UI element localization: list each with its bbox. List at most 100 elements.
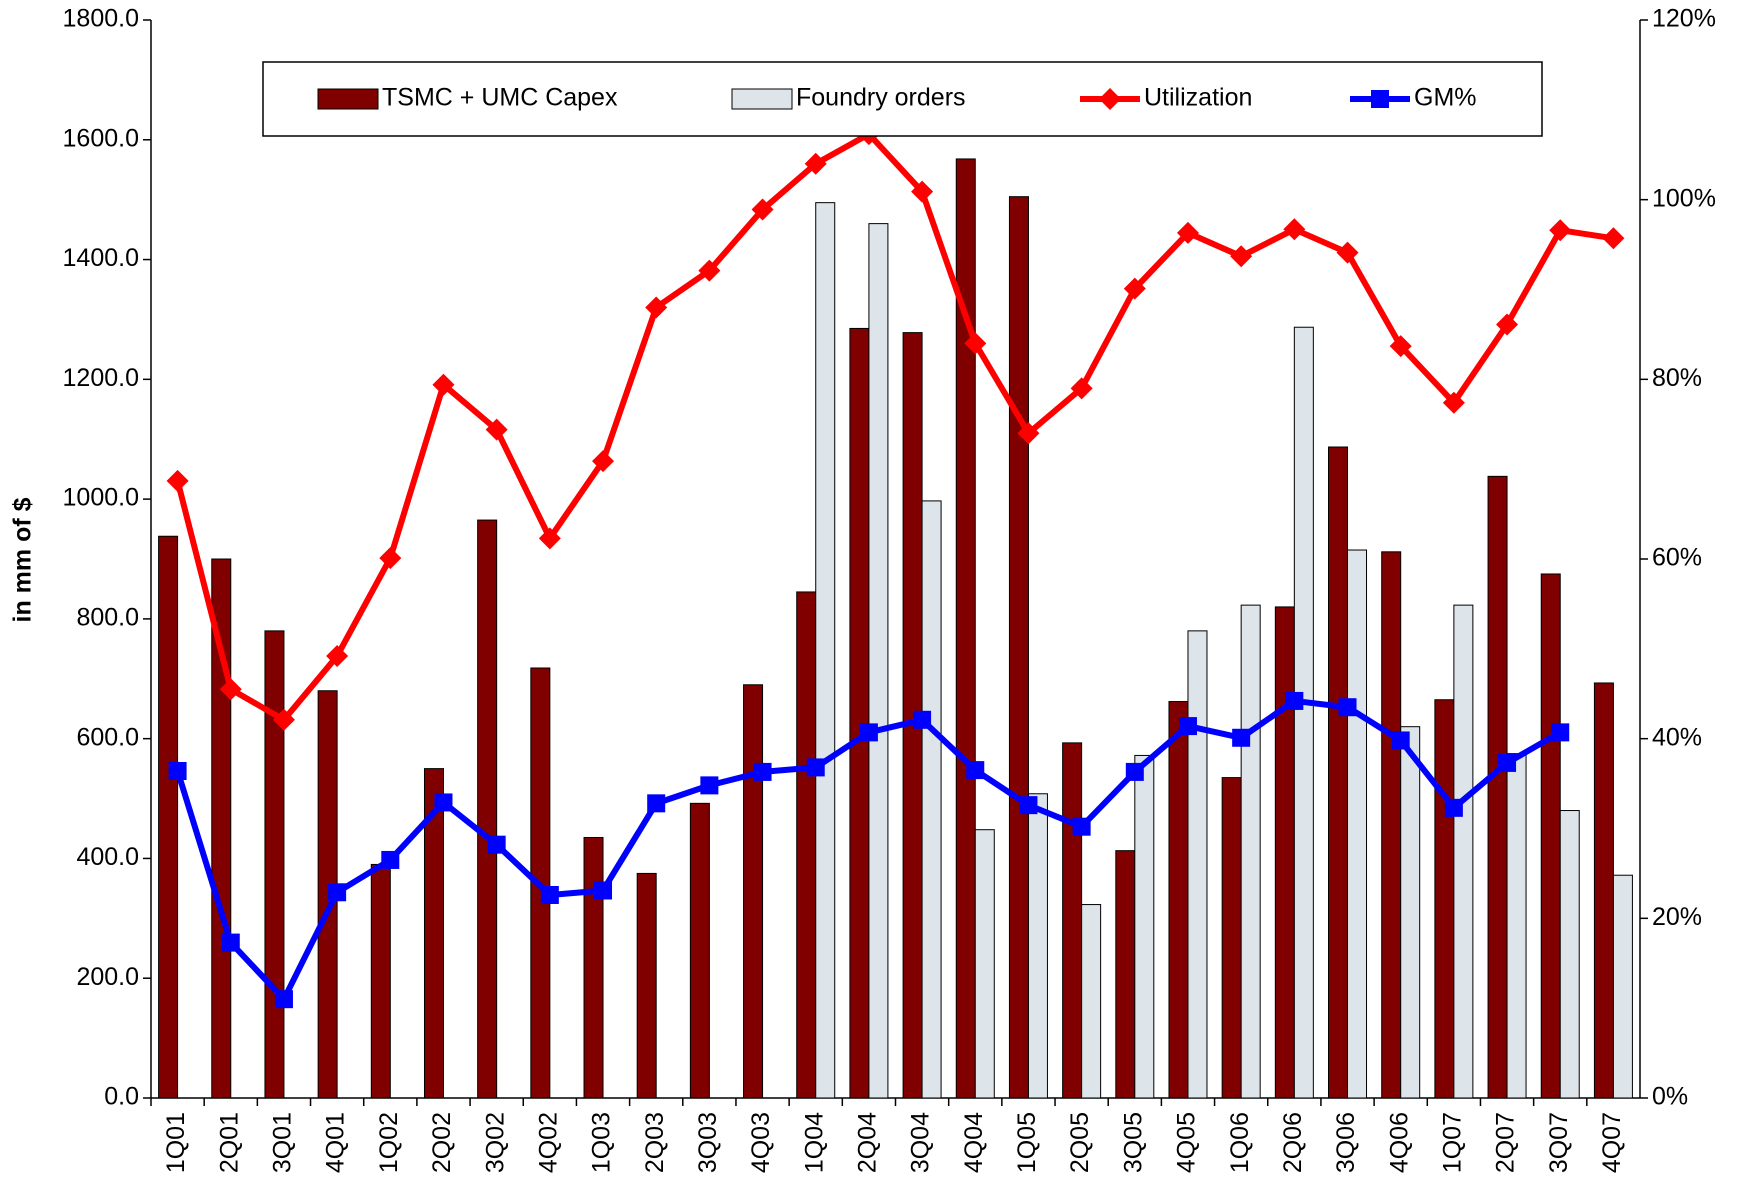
marker [913, 710, 932, 729]
marker [1176, 221, 1199, 244]
marker [1072, 817, 1091, 836]
marker [1549, 219, 1572, 242]
y2-tick-label: 0% [1652, 1083, 1688, 1111]
bar [1381, 551, 1402, 1099]
marker [806, 758, 825, 777]
x-tick-label: 1Q07 [1438, 1112, 1466, 1173]
bar [1187, 630, 1208, 1099]
marker [1019, 796, 1038, 815]
x-tick-label: 3Q03 [694, 1112, 722, 1173]
bar [1400, 726, 1421, 1099]
marker [538, 527, 561, 550]
bar [1027, 793, 1048, 1099]
marker [221, 933, 240, 952]
marker [540, 885, 559, 904]
x-tick-label: 3Q07 [1545, 1112, 1573, 1173]
bar [1434, 699, 1455, 1099]
marker [700, 776, 719, 795]
marker [328, 883, 347, 902]
x-tick-label: 1Q06 [1226, 1112, 1254, 1173]
marker [1099, 88, 1121, 110]
bar [1347, 549, 1368, 1099]
marker [1371, 90, 1389, 108]
legend-label: TSMC + UMC Capex [382, 84, 618, 112]
x-tick-label: 1Q05 [1013, 1112, 1041, 1173]
marker [751, 198, 774, 221]
bar [1221, 777, 1242, 1099]
bar [477, 519, 498, 1099]
bar [1559, 810, 1580, 1099]
marker [1232, 728, 1251, 747]
marker [1017, 422, 1040, 445]
marker [1338, 698, 1357, 717]
marker [1391, 731, 1410, 750]
marker [274, 990, 293, 1009]
marker [964, 332, 987, 355]
marker [432, 373, 455, 396]
bar [1612, 874, 1633, 1099]
y-tick-label: 1400.0 [63, 244, 139, 272]
marker [219, 678, 242, 701]
x-tick-label: 1Q02 [375, 1112, 403, 1173]
bar [743, 684, 764, 1099]
marker [1283, 218, 1306, 241]
bar [370, 863, 391, 1099]
x-tick-label: 4Q06 [1385, 1112, 1413, 1173]
marker [272, 708, 295, 731]
marker [1498, 753, 1517, 772]
x-tick-label: 2Q02 [428, 1112, 456, 1173]
marker [1442, 391, 1465, 414]
y2-tick-label: 120% [1652, 5, 1716, 33]
marker [1123, 277, 1146, 300]
marker [1602, 227, 1625, 250]
bar [1240, 604, 1261, 1099]
marker [1551, 723, 1570, 742]
bar [1487, 475, 1508, 1099]
marker [326, 645, 349, 668]
bar [264, 630, 285, 1099]
y-tick-label: 1200.0 [63, 364, 139, 392]
bar [1062, 742, 1083, 1099]
legend-box [262, 61, 1543, 137]
bar [921, 500, 942, 1099]
marker [859, 723, 878, 742]
marker [1070, 377, 1093, 400]
legend-label: GM% [1414, 84, 1477, 112]
marker [645, 296, 668, 319]
bar [1506, 753, 1527, 1099]
marker [1178, 717, 1197, 736]
marker [1336, 241, 1359, 264]
x-tick-label: 3Q04 [907, 1112, 935, 1173]
y2-tick-label: 20% [1652, 903, 1702, 931]
x-tick-label: 4Q01 [322, 1112, 350, 1173]
legend-label: Utilization [1144, 84, 1252, 112]
bar [636, 872, 657, 1099]
marker [753, 762, 772, 781]
marker [966, 761, 985, 780]
marker [166, 469, 189, 492]
bar [1453, 604, 1474, 1099]
marker [804, 152, 827, 175]
legend-label: Foundry orders [796, 84, 966, 112]
bar [1134, 754, 1155, 1099]
marker [487, 835, 506, 854]
y-tick-label: 800.0 [76, 603, 139, 631]
bar [1081, 904, 1102, 1099]
x-tick-label: 1Q03 [588, 1112, 616, 1173]
marker [592, 450, 615, 473]
bar [849, 327, 870, 1099]
x-tick-label: 2Q07 [1492, 1112, 1520, 1173]
x-tick-label: 1Q04 [800, 1112, 828, 1173]
marker [647, 794, 666, 813]
marker [698, 259, 721, 282]
marker [379, 547, 402, 570]
bar [1168, 701, 1189, 1099]
bar [689, 802, 710, 1099]
bar [1540, 573, 1561, 1099]
x-tick-label: 3Q01 [269, 1112, 297, 1173]
marker [1125, 762, 1144, 781]
bar [1008, 196, 1029, 1099]
bar [1293, 326, 1314, 1099]
y2-tick-label: 80% [1652, 364, 1702, 392]
